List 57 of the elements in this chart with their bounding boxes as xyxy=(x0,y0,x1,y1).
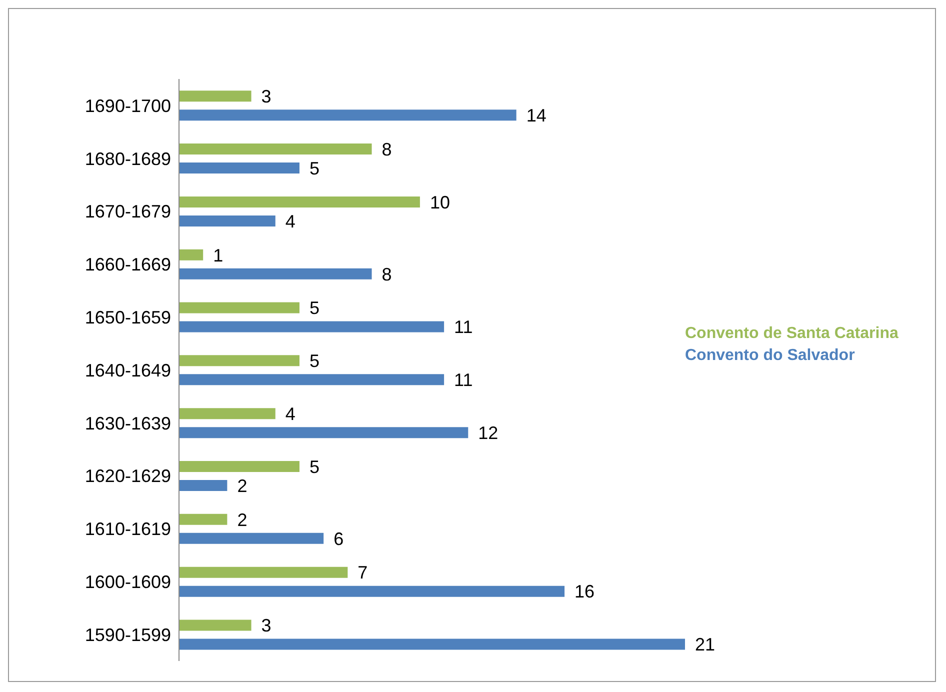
y-tick-label: 1680-1689 xyxy=(84,148,171,169)
bar xyxy=(179,408,276,420)
data-label: 7 xyxy=(358,562,368,583)
bar xyxy=(179,268,372,280)
data-label: 3 xyxy=(261,86,272,107)
bar xyxy=(179,215,276,226)
data-label: 5 xyxy=(309,298,320,318)
bar xyxy=(179,586,565,597)
data-label: 16 xyxy=(574,582,595,602)
data-label: 2 xyxy=(237,476,248,496)
data-label: 11 xyxy=(454,370,473,390)
bar xyxy=(179,355,300,366)
bar xyxy=(179,638,685,650)
bar xyxy=(179,110,516,121)
y-tick-label: 1650-1659 xyxy=(84,307,171,328)
y-tick-label: 1630-1639 xyxy=(84,413,171,434)
data-label: 3 xyxy=(261,616,272,636)
data-label: 8 xyxy=(382,264,392,284)
data-label: 4 xyxy=(285,211,296,232)
bar xyxy=(179,427,468,438)
bar xyxy=(179,532,324,544)
y-tick-label: 1670-1679 xyxy=(84,202,171,222)
text: Convento do Salvador xyxy=(685,346,856,366)
y-tick-label: 1690-1700 xyxy=(84,96,171,116)
bar xyxy=(179,620,252,631)
data-label: 11 xyxy=(454,317,473,338)
data-label: 5 xyxy=(309,456,320,477)
bar xyxy=(179,144,372,155)
bar xyxy=(179,302,300,314)
data-label: 21 xyxy=(695,634,716,655)
y-tick-label: 1610-1619 xyxy=(84,519,171,540)
bar xyxy=(179,321,444,332)
data-label: 1 xyxy=(213,245,224,266)
bar xyxy=(179,461,300,472)
y-tick-label: 1620-1629 xyxy=(84,466,171,486)
y-tick-label: 1660-1669 xyxy=(84,254,171,275)
bar xyxy=(179,249,204,260)
bar xyxy=(179,162,300,174)
data-label: 14 xyxy=(526,106,546,126)
y-tick-label: 1590-1599 xyxy=(84,624,171,645)
text: Convento de Santa Catarina xyxy=(685,324,900,344)
data-label: 5 xyxy=(309,351,320,372)
bar xyxy=(179,480,228,492)
bar xyxy=(179,196,420,208)
data-label: 6 xyxy=(334,528,344,549)
y-tick-label: 1600-1609 xyxy=(84,572,171,592)
data-label: 4 xyxy=(285,404,296,424)
bar xyxy=(179,90,252,102)
data-label: 12 xyxy=(478,422,498,443)
data-label: 10 xyxy=(430,192,450,212)
bar xyxy=(179,374,444,386)
data-label: 2 xyxy=(237,510,248,530)
data-label: 8 xyxy=(382,139,392,160)
bar xyxy=(179,514,228,525)
bar xyxy=(179,566,348,578)
y-tick-label: 1640-1649 xyxy=(84,360,171,380)
data-label: 5 xyxy=(309,158,320,178)
